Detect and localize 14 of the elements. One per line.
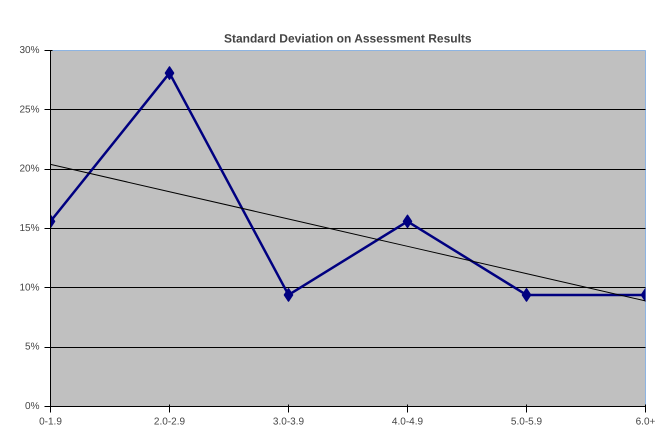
y-tick-label: 5% <box>25 342 40 353</box>
x-tick-label: 0-1.9 <box>39 416 62 428</box>
x-tick-label: 6.0+ <box>636 416 656 428</box>
y-tick-label: 20% <box>19 164 40 175</box>
y-tick-label: 15% <box>19 223 40 234</box>
y-tick-label: 30% <box>19 45 40 56</box>
y-tick-label: 0% <box>25 401 40 412</box>
x-tick-label: 3.0-3.9 <box>272 416 305 428</box>
y-tick-label: 10% <box>19 282 40 294</box>
x-tick-label: 4.0-4.9 <box>392 416 424 428</box>
y-tick-label: 25% <box>19 104 40 116</box>
x-tick-label: 2.0-2.9 <box>154 416 186 428</box>
chart-title: Standard Deviation on Assessment Results <box>224 32 472 46</box>
x-tick-label: 5.0-5.9 <box>510 416 543 428</box>
